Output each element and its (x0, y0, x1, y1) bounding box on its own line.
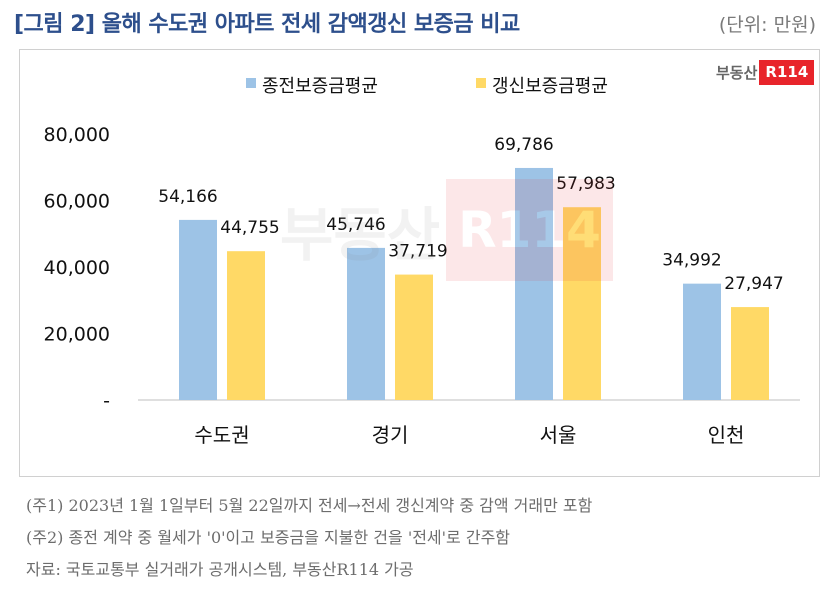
y-tick-label: - (103, 390, 110, 412)
data-label: 27,947 (724, 274, 783, 294)
legend-label: 갱신보증금평균 (492, 76, 608, 97)
y-tick-label: 20,000 (44, 324, 110, 346)
footnotes: (주1) 2023년 1월 1일부터 5월 22일까지 전세→전세 갱신계약 중… (26, 490, 592, 586)
bar-previous (179, 219, 217, 400)
data-label: 44,755 (220, 218, 279, 238)
x-category-label: 서울 (540, 423, 577, 447)
y-tick-label: 60,000 (44, 191, 110, 213)
legend-swatch (246, 78, 256, 88)
bar-renewed (563, 207, 601, 400)
bar-renewed (227, 251, 265, 400)
chart-container: - 20,000 40,000 60,000 80,000 54,166 44,755 수도권… (19, 49, 820, 477)
footnote-2: (주2) 종전 계약 중 월세가 '0'이고 보증금을 지불한 건을 '전세'로… (26, 528, 511, 547)
bar-previous (683, 283, 721, 400)
legend-label: 종전보증금평균 (262, 76, 378, 97)
unit-label: (단위: 만원) (718, 14, 816, 36)
data-label: 37,719 (388, 242, 447, 262)
logo-text: 부동산 (716, 64, 758, 82)
bar-previous (515, 167, 553, 400)
data-label: 54,166 (158, 187, 217, 207)
x-category-label: 수도권 (194, 423, 249, 447)
y-tick-label: 40,000 (44, 257, 110, 279)
data-label: 57,983 (556, 174, 615, 194)
data-label: 34,992 (662, 251, 721, 271)
x-category-label: 인천 (708, 423, 745, 447)
bar-previous (347, 247, 385, 400)
watermark-badge: R114 (446, 179, 613, 281)
r114-logo: 부동산 R114 (716, 60, 815, 85)
data-label: 69,786 (494, 135, 553, 155)
watermark: 부동산 R114 (280, 179, 613, 281)
legend-swatch (476, 78, 486, 88)
bar-renewed (731, 307, 769, 400)
y-tick-label: 80,000 (44, 124, 110, 146)
x-category-label: 경기 (372, 423, 409, 447)
source-note: 자료: 국토교통부 실거래가 공개시스템, 부동산R114 가공 (26, 560, 414, 579)
footnote-1: (주1) 2023년 1월 1일부터 5월 22일까지 전세→전세 갱신계약 중… (26, 496, 593, 515)
data-label: 45,746 (326, 215, 385, 235)
bar-renewed (395, 274, 433, 400)
figure-title: [그림 2] 올해 수도권 아파트 전세 감액갱신 보증금 비교 (14, 12, 520, 37)
logo-badge: R114 (759, 60, 815, 85)
watermark-text: 부동산 (280, 201, 441, 269)
